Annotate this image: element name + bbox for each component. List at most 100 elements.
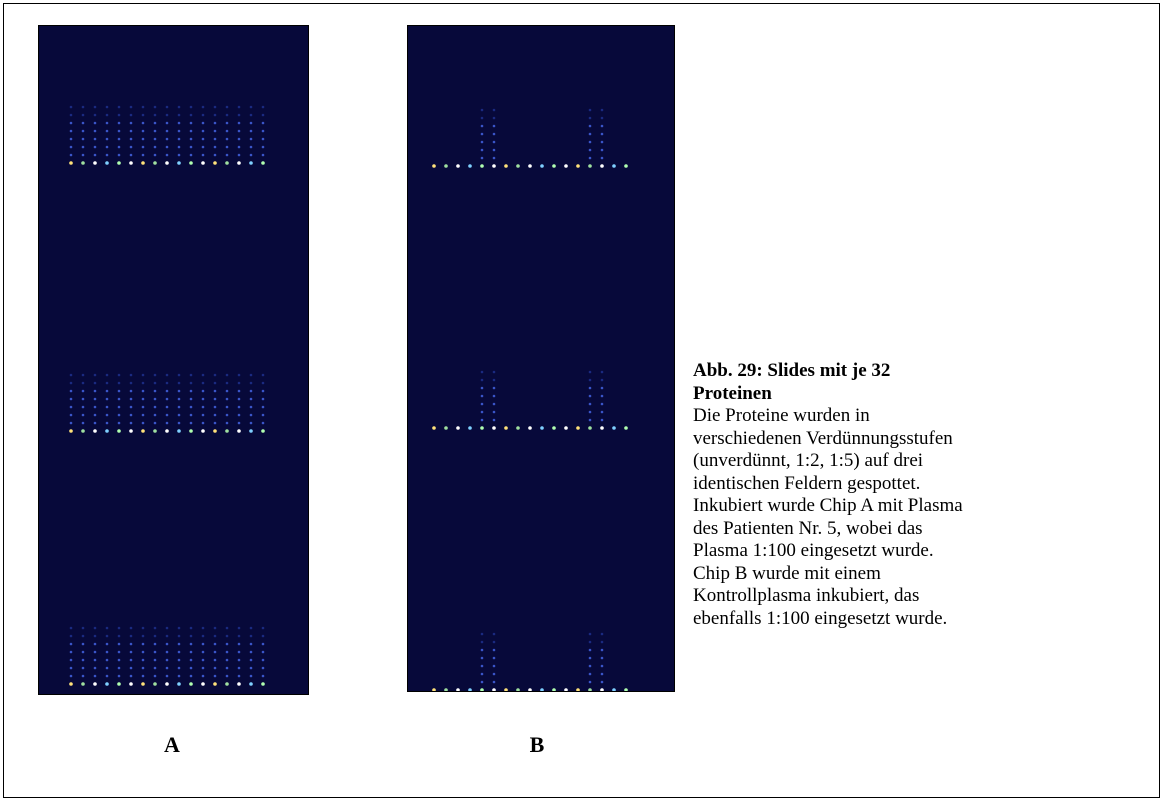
spot	[249, 129, 253, 133]
spot	[492, 688, 496, 691]
spot	[201, 161, 205, 165]
spot	[105, 626, 109, 630]
spot	[105, 389, 109, 393]
spot	[189, 121, 193, 125]
spot	[237, 381, 241, 385]
spot	[81, 634, 85, 638]
spot	[153, 682, 157, 686]
spot	[480, 164, 484, 168]
spot	[261, 634, 265, 638]
spot	[600, 140, 604, 144]
spot	[249, 389, 253, 393]
spot	[249, 145, 253, 149]
spot	[153, 634, 157, 638]
spot	[492, 164, 496, 168]
spot	[225, 413, 229, 417]
spot	[600, 640, 604, 644]
spot	[141, 405, 145, 409]
spot	[93, 381, 97, 385]
spot	[261, 121, 265, 125]
spot	[117, 161, 121, 165]
spot	[600, 402, 604, 406]
spot	[69, 405, 73, 409]
spot	[177, 389, 181, 393]
spot	[480, 410, 484, 414]
spot	[261, 642, 265, 646]
spot	[492, 402, 496, 406]
caption-line: Die Proteine wurden in	[693, 405, 870, 426]
spot	[69, 642, 73, 646]
spot	[189, 682, 193, 686]
spot	[117, 642, 121, 646]
spot	[69, 137, 73, 141]
spot	[93, 682, 97, 686]
spot	[480, 640, 484, 644]
spot	[492, 632, 496, 636]
spot	[213, 129, 217, 133]
spot	[588, 648, 592, 652]
spot	[93, 145, 97, 149]
spot	[225, 105, 229, 109]
spot	[129, 626, 133, 630]
spot	[261, 129, 265, 133]
spot	[177, 421, 181, 425]
spot	[117, 650, 121, 654]
spot	[480, 672, 484, 676]
spot	[588, 688, 592, 691]
spot	[165, 405, 169, 409]
spot	[600, 426, 604, 430]
spot	[213, 153, 217, 157]
spot	[588, 394, 592, 398]
spot	[129, 121, 133, 125]
spot	[69, 161, 73, 165]
spot	[129, 153, 133, 157]
spot	[189, 421, 193, 425]
spot	[480, 156, 484, 160]
spot	[69, 145, 73, 149]
spot	[81, 113, 85, 117]
spot	[213, 389, 217, 393]
spot	[177, 626, 181, 630]
spot	[588, 148, 592, 152]
spot	[516, 426, 520, 430]
spot	[249, 658, 253, 662]
spot	[612, 688, 616, 691]
spot	[225, 626, 229, 630]
spot	[81, 373, 85, 377]
spot	[165, 121, 169, 125]
spot	[480, 370, 484, 374]
spot	[237, 421, 241, 425]
spot	[81, 405, 85, 409]
spot	[165, 381, 169, 385]
spot	[177, 381, 181, 385]
spot	[129, 429, 133, 433]
spot	[237, 373, 241, 377]
spot	[261, 626, 265, 630]
spot	[201, 634, 205, 638]
spot	[105, 666, 109, 670]
spot	[552, 426, 556, 430]
spot	[213, 113, 217, 117]
spot	[153, 105, 157, 109]
spot	[249, 666, 253, 670]
spot	[129, 161, 133, 165]
spot	[600, 394, 604, 398]
spot	[225, 373, 229, 377]
spot	[141, 429, 145, 433]
spot	[492, 640, 496, 644]
spot	[177, 413, 181, 417]
spot	[153, 389, 157, 393]
spot	[600, 378, 604, 382]
spot	[153, 381, 157, 385]
spot	[141, 153, 145, 157]
spot	[189, 105, 193, 109]
spot	[165, 153, 169, 157]
spot	[480, 132, 484, 136]
caption-line: verschiedenen Verdünnungsstufen	[693, 427, 953, 449]
spot	[165, 642, 169, 646]
spot	[69, 682, 73, 686]
spot	[225, 634, 229, 638]
spot	[141, 113, 145, 117]
spot	[261, 666, 265, 670]
